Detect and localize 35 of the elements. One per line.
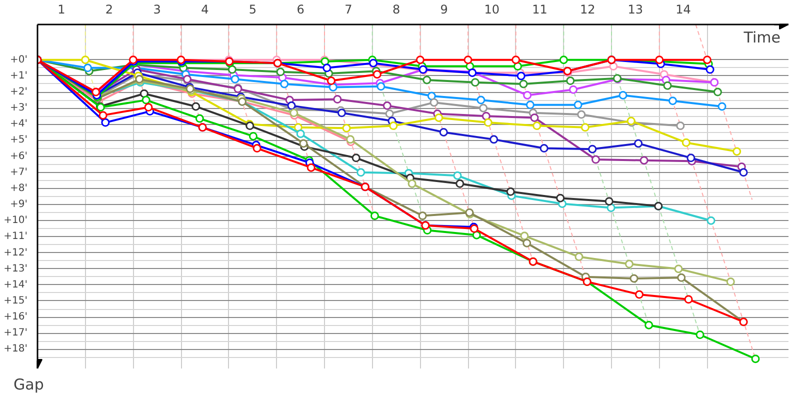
y-tick-label: +15': [4, 295, 28, 306]
x-tick-label: 14: [676, 2, 691, 16]
x-tick-label: 6: [296, 2, 304, 16]
y-tick-label: +1': [10, 70, 28, 82]
x-tick-label: 1: [58, 2, 66, 16]
y-tick-label: +4': [10, 118, 28, 130]
y-tick-label: +17': [4, 328, 28, 339]
y-tick-label: +9': [10, 199, 28, 210]
y-tick-label: +3': [10, 102, 28, 114]
y-tick-label: +14': [4, 279, 28, 290]
x-axis-title: Time: [742, 28, 781, 46]
x-tick-label: 2: [105, 2, 114, 16]
x-tick-label: 5: [248, 2, 257, 16]
y-tick-label: +5': [10, 134, 28, 146]
y-axis-title: Gap: [14, 376, 44, 394]
x-tick-label: 12: [580, 2, 596, 16]
x-tick-label: 4: [201, 2, 209, 16]
x-tick-label: 7: [344, 2, 352, 16]
y-tick-label: +11': [4, 231, 28, 242]
y-tick-label: +0': [10, 54, 28, 66]
y-tick-label: +7': [10, 166, 28, 178]
x-tick-label: 10: [484, 2, 500, 16]
x-tick-label: 11: [532, 2, 548, 16]
x-tick-label: 8: [392, 2, 400, 16]
x-tick-label: 13: [628, 2, 644, 16]
y-tick-label: +10': [4, 215, 28, 226]
y-tick-label: +18': [4, 344, 28, 355]
x-tick-label: 9: [440, 2, 448, 16]
y-tick-label: +12': [4, 247, 28, 258]
y-tick-label: +13': [4, 263, 28, 274]
y-tick-label: +2': [10, 86, 28, 98]
y-tick-label: +6': [10, 150, 28, 162]
x-tick-label: 3: [153, 2, 161, 16]
y-tick-label: +8': [10, 182, 28, 194]
y-tick-label: +16': [4, 312, 28, 323]
